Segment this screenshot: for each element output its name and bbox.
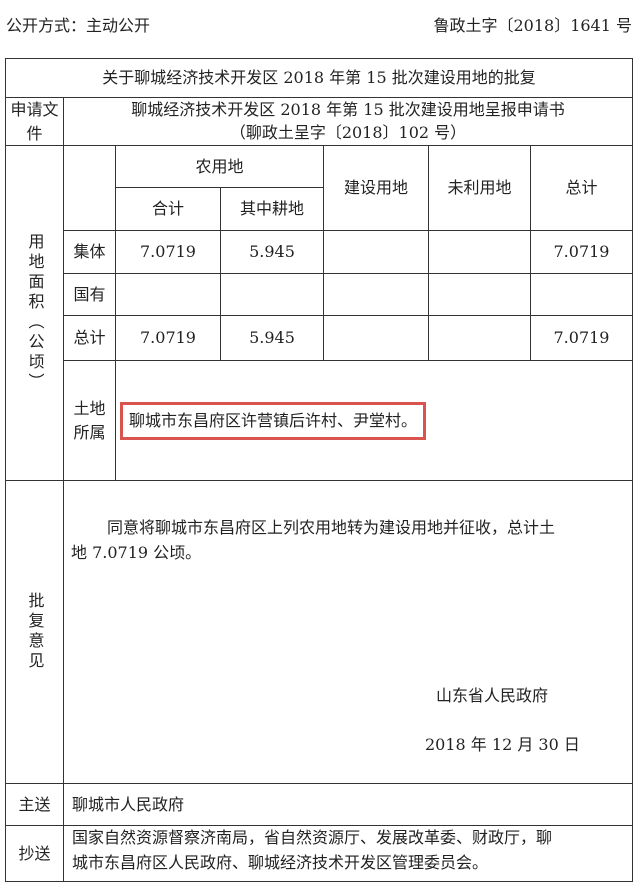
cell-total	[530, 273, 633, 316]
cc-value: 国家自然资源督察济南局，省自然资源厅、发展改革委、财政厅，聊 城市东昌府区人民政府…	[63, 825, 633, 882]
application-line2: （聊政土呈字〔2018〕102 号）	[229, 122, 467, 142]
cell-unused	[428, 315, 531, 361]
cell-subtotal	[115, 273, 221, 316]
approval-date: 2018 年 12 月 30 日	[425, 735, 580, 754]
approval-text-line2: 地 7.0719 公顷。	[71, 543, 202, 562]
header-total: 总计	[530, 145, 633, 231]
application-value: 聊城经济技术开发区 2018 年第 15 批次建设用地呈报申请书 （聊政土呈字〔…	[63, 97, 633, 146]
header-construction: 建设用地	[323, 145, 429, 231]
cell-cultivated	[220, 273, 324, 316]
application-label: 申请文件	[5, 97, 64, 146]
cell-cultivated: 5.945	[220, 230, 324, 274]
header-agricultural: 农用地	[115, 145, 324, 188]
row-label: 总计	[63, 315, 116, 361]
cell-cultivated: 5.945	[220, 315, 324, 361]
header-unused: 未利用地	[428, 145, 531, 231]
cell-total: 7.0719	[530, 230, 633, 274]
main-recipient-value: 聊城市人民政府	[63, 783, 633, 826]
document-number: 鲁政土字〔2018〕1641 号	[433, 16, 632, 35]
cell-construction	[323, 230, 429, 274]
main-recipient-label: 主送	[5, 783, 64, 826]
approval-text-line1: 同意将聊城市东昌府区上列农用地转为建设用地并征收，总计土	[107, 518, 556, 537]
document-title: 关于聊城经济技术开发区 2018 年第 15 批次建设用地的批复	[5, 58, 633, 98]
row-label: 国有	[63, 273, 116, 316]
approval-signer: 山东省人民政府	[436, 686, 549, 705]
approval-label: 批复意见	[5, 480, 64, 784]
ownership-cell: 聊城市东昌府区许营镇后许村、尹堂村。	[115, 360, 633, 481]
cell-unused	[428, 273, 531, 316]
cell-construction	[323, 315, 429, 361]
cell-subtotal: 7.0719	[115, 230, 221, 274]
disclosure-method: 公开方式：主动公开	[6, 16, 151, 35]
cc-label: 抄送	[5, 825, 64, 882]
cell-total: 7.0719	[530, 315, 633, 361]
cell-subtotal: 7.0719	[115, 315, 221, 361]
ownership-value-highlight: 聊城市东昌府区许营镇后许村、尹堂村。	[120, 401, 427, 440]
area-label: 用地面积（公顷）	[5, 145, 64, 481]
cell-unused	[428, 230, 531, 274]
application-line1: 聊城经济技术开发区 2018 年第 15 批次建设用地呈报申请书	[131, 100, 565, 120]
ownership-label: 土地 所属	[63, 360, 116, 481]
header-subtotal: 合计	[115, 187, 221, 231]
corner-cell	[63, 145, 116, 231]
cell-construction	[323, 273, 429, 316]
header-cultivated: 其中耕地	[220, 187, 324, 231]
row-label: 集体	[63, 230, 116, 274]
